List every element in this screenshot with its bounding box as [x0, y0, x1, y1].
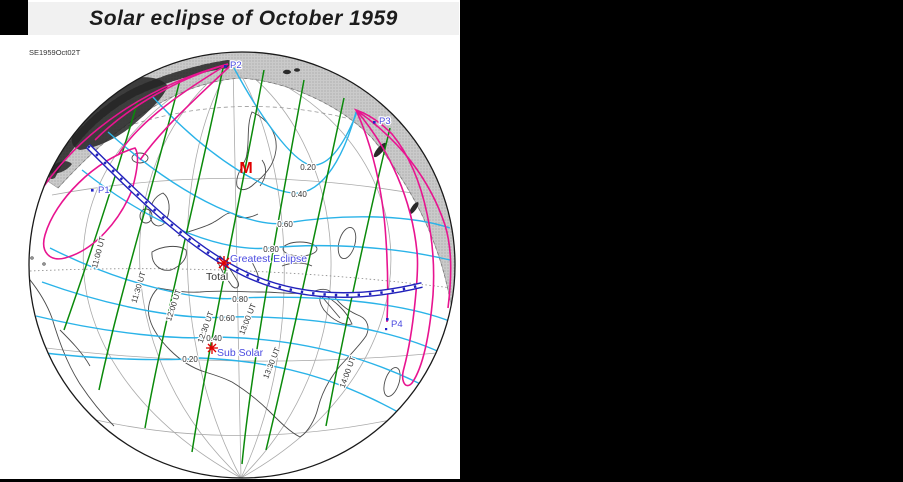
svg-text:0.80: 0.80	[263, 245, 279, 254]
totality-path	[85, 143, 423, 299]
svg-text:12:00 UT: 12:00 UT	[164, 288, 183, 322]
obscuration-lines	[35, 67, 453, 423]
time-lines	[63, 67, 391, 465]
page-title: Solar eclipse of October 1959	[89, 6, 398, 30]
night-shade-crescent	[45, 52, 455, 311]
svg-text:0.20: 0.20	[182, 355, 198, 364]
eclipse-globe-map: P1 P2 P3 P4 M Greatest Eclipse Total Sub…	[28, 51, 456, 479]
svg-text:11:30 UT: 11:30 UT	[130, 270, 148, 304]
svg-text:13:30 UT: 13:30 UT	[261, 346, 282, 380]
label-m: M	[239, 160, 252, 177]
label-total: Total	[206, 271, 228, 283]
svg-text:0.60: 0.60	[219, 314, 235, 323]
svg-text:0.60: 0.60	[277, 220, 293, 229]
svg-text:0.40: 0.40	[291, 190, 307, 199]
label-greatest-eclipse: Greatest Eclipse	[230, 253, 307, 265]
contact-point-dots	[91, 65, 389, 331]
svg-text:14:00 UT: 14:00 UT	[338, 355, 358, 389]
corner-block	[0, 0, 28, 35]
globe-limb	[28, 51, 456, 479]
svg-text:11:00 UT: 11:00 UT	[90, 235, 107, 269]
eclipse-code-label: SE1959Oct02T	[29, 48, 81, 57]
obscuration-labels-lower: 0.80 0.60 0.40 0.20	[181, 294, 250, 365]
label-p1: P1	[98, 185, 110, 196]
svg-text:0.40: 0.40	[206, 334, 222, 343]
sub-solar-marker	[206, 342, 218, 354]
title-bar: Solar eclipse of October 1959	[28, 2, 459, 35]
greatest-eclipse-marker	[217, 256, 231, 270]
label-sub-solar: Sub Solar	[217, 347, 264, 359]
label-p3: P3	[379, 116, 391, 127]
map-panel: P1 P2 P3 P4 M Greatest Eclipse Total Sub…	[0, 0, 460, 479]
label-p4: P4	[391, 319, 403, 330]
penumbra-limit-lines	[37, 63, 452, 387]
svg-text:0.20: 0.20	[300, 163, 316, 172]
label-p2: P2	[230, 60, 242, 71]
svg-text:0.80: 0.80	[232, 295, 248, 304]
svg-text:13:00 UT: 13:00 UT	[237, 302, 258, 336]
obscuration-labels-upper: 0.20 0.40 0.60 0.80	[262, 162, 318, 255]
